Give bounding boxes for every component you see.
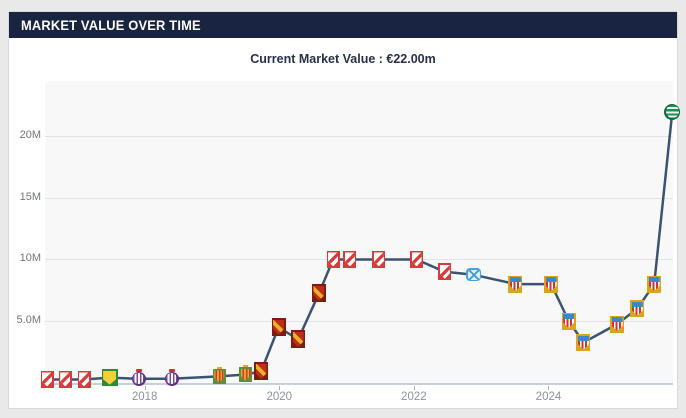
- gridline: [45, 321, 673, 322]
- x-axis-label: 2018: [131, 391, 158, 403]
- data-point-red-gold-lion-shield-icon[interactable]: [271, 318, 286, 337]
- data-point-light-blue-om-badge-icon[interactable]: [466, 268, 482, 282]
- data-point-purple-white-circle-icon[interactable]: [131, 368, 146, 386]
- data-point-blue-red-striped-shield-icon[interactable]: [647, 275, 662, 293]
- data-point-red-white-shield-icon[interactable]: [372, 250, 386, 268]
- x-tick: [279, 386, 281, 390]
- data-point-red-white-shield-icon[interactable]: [77, 370, 91, 388]
- gridline: [45, 197, 673, 199]
- data-point-red-white-shield-icon[interactable]: [40, 370, 54, 388]
- data-point-blue-red-striped-shield-icon[interactable]: [576, 334, 591, 352]
- data-point-red-white-shield-icon[interactable]: [58, 370, 72, 388]
- data-point-green-white-hoops-circle-icon[interactable]: [664, 103, 681, 120]
- x-tick: [548, 386, 550, 390]
- data-point-gold-red-striped-shield-icon[interactable]: [239, 365, 253, 383]
- data-point-red-white-shield-icon[interactable]: [410, 250, 424, 268]
- plot-area: [40, 81, 681, 388]
- y-axis-label: 15M: [19, 190, 41, 203]
- data-point-red-white-shield-icon[interactable]: [326, 250, 340, 268]
- x-axis-label: 2024: [535, 391, 562, 403]
- data-point-blue-red-striped-shield-icon[interactable]: [610, 315, 625, 333]
- y-axis-label: 20M: [19, 129, 41, 142]
- data-point-blue-red-striped-shield-icon[interactable]: [561, 312, 576, 330]
- x-axis-label: 2022: [401, 391, 427, 403]
- x-axis-label: 2020: [266, 391, 293, 403]
- data-point-red-gold-lion-shield-icon[interactable]: [254, 362, 269, 381]
- data-point-gold-red-striped-shield-icon[interactable]: [212, 366, 226, 384]
- x-tick: [144, 386, 146, 390]
- data-point-blue-red-striped-shield-icon[interactable]: [630, 300, 645, 318]
- y-axis-label: 5.0M: [16, 314, 41, 326]
- y-axis-label: 10M: [19, 252, 41, 265]
- data-point-red-gold-lion-shield-icon[interactable]: [311, 284, 326, 303]
- current-market-value-text: Current Market Value : €22.00m: [250, 52, 436, 66]
- x-tick: [413, 386, 415, 390]
- data-point-blue-red-striped-shield-icon[interactable]: [508, 275, 523, 293]
- data-point-red-white-shield-icon[interactable]: [343, 250, 357, 268]
- data-point-red-white-shield-icon[interactable]: [438, 263, 452, 281]
- market-value-card: MARKET VALUE OVER TIME Current Market Va…: [8, 11, 681, 409]
- gridline: [45, 136, 673, 138]
- card-header: MARKET VALUE OVER TIME: [9, 12, 677, 38]
- data-point-blue-red-striped-shield-icon[interactable]: [544, 275, 559, 293]
- data-point-yellow-green-shield-icon[interactable]: [101, 369, 118, 387]
- data-point-purple-white-circle-icon[interactable]: [164, 368, 179, 386]
- data-point-red-gold-lion-shield-icon[interactable]: [291, 330, 306, 349]
- card-title: MARKET VALUE OVER TIME: [20, 17, 201, 33]
